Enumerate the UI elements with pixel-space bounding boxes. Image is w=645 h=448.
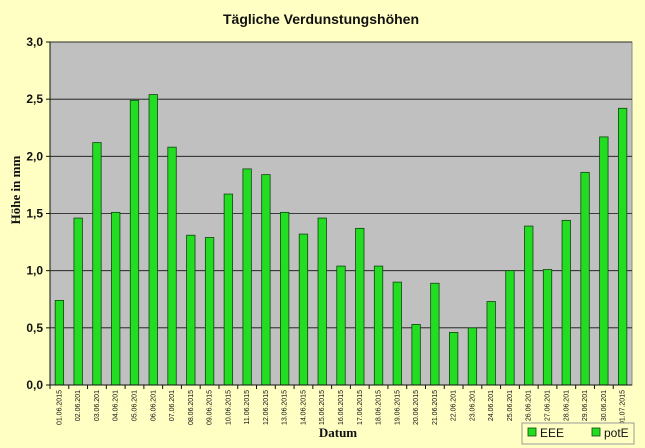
y-tick-label: 0,0 xyxy=(26,378,43,392)
legend-swatch-pote xyxy=(591,427,601,437)
x-tick-labels: 01.06.2015 02.06.201 03.06.201 04.06.201 05.… xyxy=(49,385,627,425)
x-tick-label: 02.06.201 xyxy=(75,390,82,421)
bar-pote xyxy=(486,301,496,386)
bar-pote xyxy=(392,281,402,386)
y-tick-label: 1,0 xyxy=(26,264,43,278)
y-tick-label: 1,5 xyxy=(26,207,43,221)
bar-pote xyxy=(261,174,271,386)
x-tick-label: 15.06.2015 xyxy=(319,390,326,425)
x-tick-label: 04.06.201 xyxy=(113,390,120,421)
y-tick-label: 2,5 xyxy=(26,92,43,106)
x-tick-label: 28.06.201 xyxy=(563,390,570,421)
x-tick-label: 11.06.2015 xyxy=(244,390,251,425)
y-axis-label: Höhe in mm xyxy=(8,156,23,225)
bar-pote xyxy=(242,168,252,386)
legend: EEE potE xyxy=(521,422,635,445)
bar-pote xyxy=(54,299,65,386)
bar-pote xyxy=(411,324,421,386)
y-tick-label: 0,5 xyxy=(26,321,43,335)
bar-pote xyxy=(542,269,553,386)
x-tick-label: 20.06.2015 xyxy=(413,390,420,425)
bars xyxy=(54,94,628,386)
x-tick-label: 29.06.201 xyxy=(582,390,589,421)
x-tick-label: 30.06.201 xyxy=(601,390,608,421)
x-tick-label: 14.06.2015 xyxy=(300,390,307,425)
legend-box xyxy=(521,422,635,445)
bar-pote xyxy=(373,265,384,386)
bar-pote xyxy=(280,211,290,386)
x-tick-label: 18.06.2015 xyxy=(376,390,383,425)
y-tick-labels: 0,0 0,5 1,0 1,5 2,0 2,5 3,0 xyxy=(26,35,50,392)
bar-pote xyxy=(92,142,102,386)
bar-pote xyxy=(430,282,440,386)
y-tick-label: 2,0 xyxy=(26,149,43,163)
x-tick-label: 21.06.2015 xyxy=(432,390,439,425)
x-tick-label: 09.06.2015 xyxy=(207,390,214,425)
legend-swatch-eee xyxy=(527,427,537,437)
legend-label-pote: potE xyxy=(604,426,629,440)
x-tick-label: 24.06.201 xyxy=(488,390,495,421)
bar-pote xyxy=(129,99,140,386)
x-tick-label: 08.06.2015 xyxy=(188,390,195,425)
x-tick-label: 19.06.2015 xyxy=(394,390,401,425)
x-tick-label: 05.06.201 xyxy=(131,390,138,421)
x-tick-label: 06.06.201 xyxy=(150,390,157,421)
x-tick-label: 01.06.2015 xyxy=(56,390,63,425)
x-tick-label: 01.07.2015 xyxy=(620,390,627,425)
x-tick-label: 16.06.2015 xyxy=(338,390,345,425)
chart-title: Tägliche Verdunstungshöhen xyxy=(223,11,419,27)
x-tick-label: 17.06.2015 xyxy=(357,390,364,425)
x-tick-label: 03.06.201 xyxy=(94,390,101,421)
bar-pote xyxy=(561,219,571,386)
x-tick-label: 13.06.2015 xyxy=(282,390,289,425)
x-tick-label: 27.06.201 xyxy=(545,390,552,421)
x-tick-label: 07.06.201 xyxy=(169,390,176,421)
bar-pote xyxy=(167,146,177,386)
x-tick-label: 22.06.201 xyxy=(451,390,458,421)
gridlines xyxy=(50,41,632,329)
bar-pote xyxy=(148,94,158,386)
bar-pote xyxy=(317,217,327,386)
bar-pote xyxy=(449,332,459,386)
y-tick-label: 3,0 xyxy=(26,35,43,49)
bar-pote xyxy=(336,265,346,386)
bar-pote xyxy=(467,327,478,386)
bar-pote xyxy=(73,217,83,386)
bar-pote xyxy=(599,136,609,386)
x-tick-label: 23.06.201 xyxy=(469,390,476,421)
x-tick-label: 10.06.2015 xyxy=(225,390,232,425)
bar-pote xyxy=(204,237,215,386)
bar-pote xyxy=(186,234,196,386)
bar-pote xyxy=(298,233,309,386)
legend-label-eee: EEE xyxy=(540,426,564,440)
x-tick-label: 26.06.201 xyxy=(526,390,533,421)
bar-pote xyxy=(505,270,515,386)
x-tick-label: 12.06.2015 xyxy=(263,390,270,425)
bar-pote xyxy=(617,107,628,386)
bar-pote xyxy=(223,193,233,386)
x-tick-label: 25.06.201 xyxy=(507,390,514,421)
bar-pote xyxy=(580,171,590,386)
bar-pote xyxy=(355,227,365,386)
x-axis-label: Datum xyxy=(319,425,357,440)
bar-pote xyxy=(111,211,121,386)
bar-pote xyxy=(524,225,534,386)
